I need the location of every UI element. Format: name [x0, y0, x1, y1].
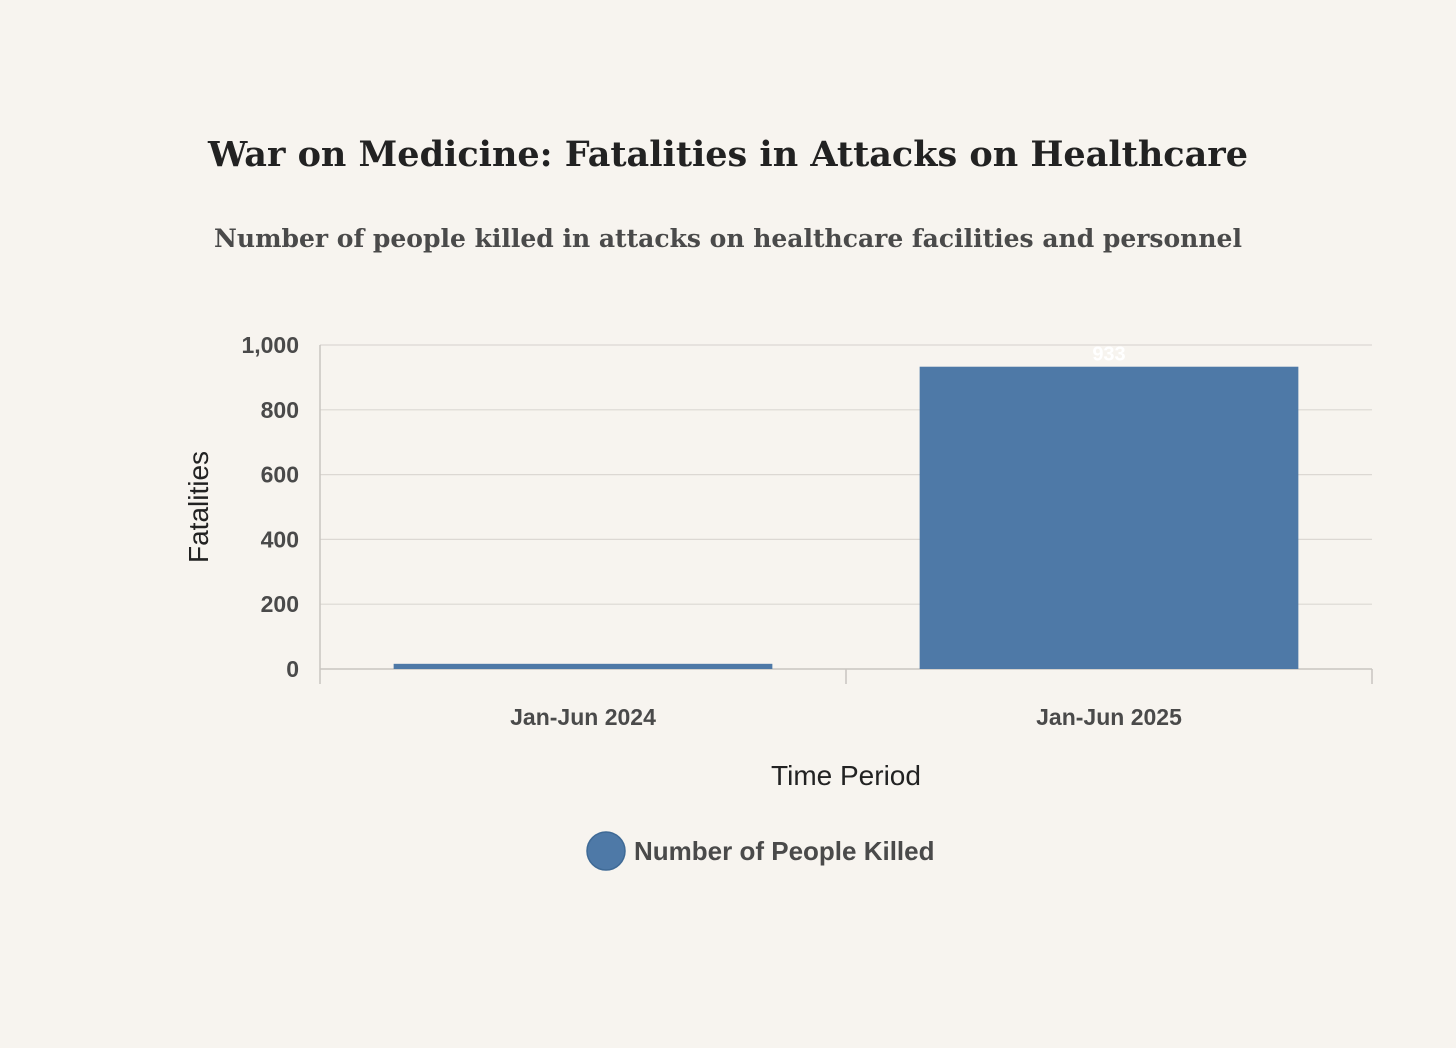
x-tick-label: Jan-Jun 2025 [1036, 704, 1182, 730]
y-tick-label: 0 [286, 656, 299, 682]
x-tick-label: Jan-Jun 2024 [510, 704, 656, 730]
data-label: 933 [1092, 344, 1125, 366]
y-tick-label: 600 [261, 462, 299, 488]
legend: Number of People Killed [586, 831, 935, 871]
y-tick-label: 400 [261, 526, 299, 552]
y-tick-label: 200 [261, 591, 299, 617]
y-axis-title: Fatalities [183, 451, 214, 563]
chart-title: War on Medicine: Fatalities in Attacks o… [207, 134, 1248, 175]
bar [919, 366, 1299, 669]
bar [393, 663, 773, 669]
bars [393, 366, 1299, 669]
legend-swatch [586, 831, 626, 871]
legend-label: Number of People Killed [634, 836, 935, 866]
chart-subtitle: Number of people killed in attacks on he… [214, 224, 1242, 253]
tick-labels: 0 200 400 600 800 1,000 Jan-Jun 2024 933 Jan-Jun… [241, 332, 1182, 730]
y-tick-label: 800 [261, 397, 299, 423]
y-tick-label: 1,000 [241, 332, 299, 358]
x-axis-title: Time Period [771, 760, 921, 791]
